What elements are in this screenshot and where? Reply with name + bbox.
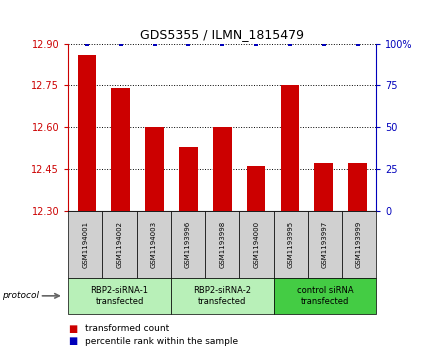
Text: GSM1193995: GSM1193995 xyxy=(288,221,293,268)
Text: GSM1193998: GSM1193998 xyxy=(219,220,225,268)
Text: GSM1194001: GSM1194001 xyxy=(82,221,88,268)
Text: control siRNA
transfected: control siRNA transfected xyxy=(297,286,353,306)
Text: transformed count: transformed count xyxy=(85,324,169,333)
Text: percentile rank within the sample: percentile rank within the sample xyxy=(85,337,238,346)
Bar xyxy=(179,147,198,211)
Text: GSM1193996: GSM1193996 xyxy=(185,220,191,268)
Text: GSM1193997: GSM1193997 xyxy=(322,220,328,268)
Bar xyxy=(77,55,96,211)
Text: ■: ■ xyxy=(68,336,77,346)
Bar xyxy=(281,85,299,211)
Bar xyxy=(111,88,130,211)
Text: ■: ■ xyxy=(68,323,77,334)
Text: GSM1194002: GSM1194002 xyxy=(117,221,122,268)
Text: GSM1194003: GSM1194003 xyxy=(151,221,157,268)
Text: GSM1194000: GSM1194000 xyxy=(253,221,260,268)
Text: RBP2-siRNA-1
transfected: RBP2-siRNA-1 transfected xyxy=(91,286,149,306)
Bar xyxy=(247,166,265,211)
Bar xyxy=(315,163,333,211)
Bar xyxy=(145,127,164,211)
Bar xyxy=(348,163,367,211)
Text: protocol: protocol xyxy=(2,291,39,300)
Text: GSM1193999: GSM1193999 xyxy=(356,220,362,268)
Bar xyxy=(213,127,231,211)
Text: RBP2-siRNA-2
transfected: RBP2-siRNA-2 transfected xyxy=(193,286,251,306)
Title: GDS5355 / ILMN_1815479: GDS5355 / ILMN_1815479 xyxy=(140,28,304,41)
